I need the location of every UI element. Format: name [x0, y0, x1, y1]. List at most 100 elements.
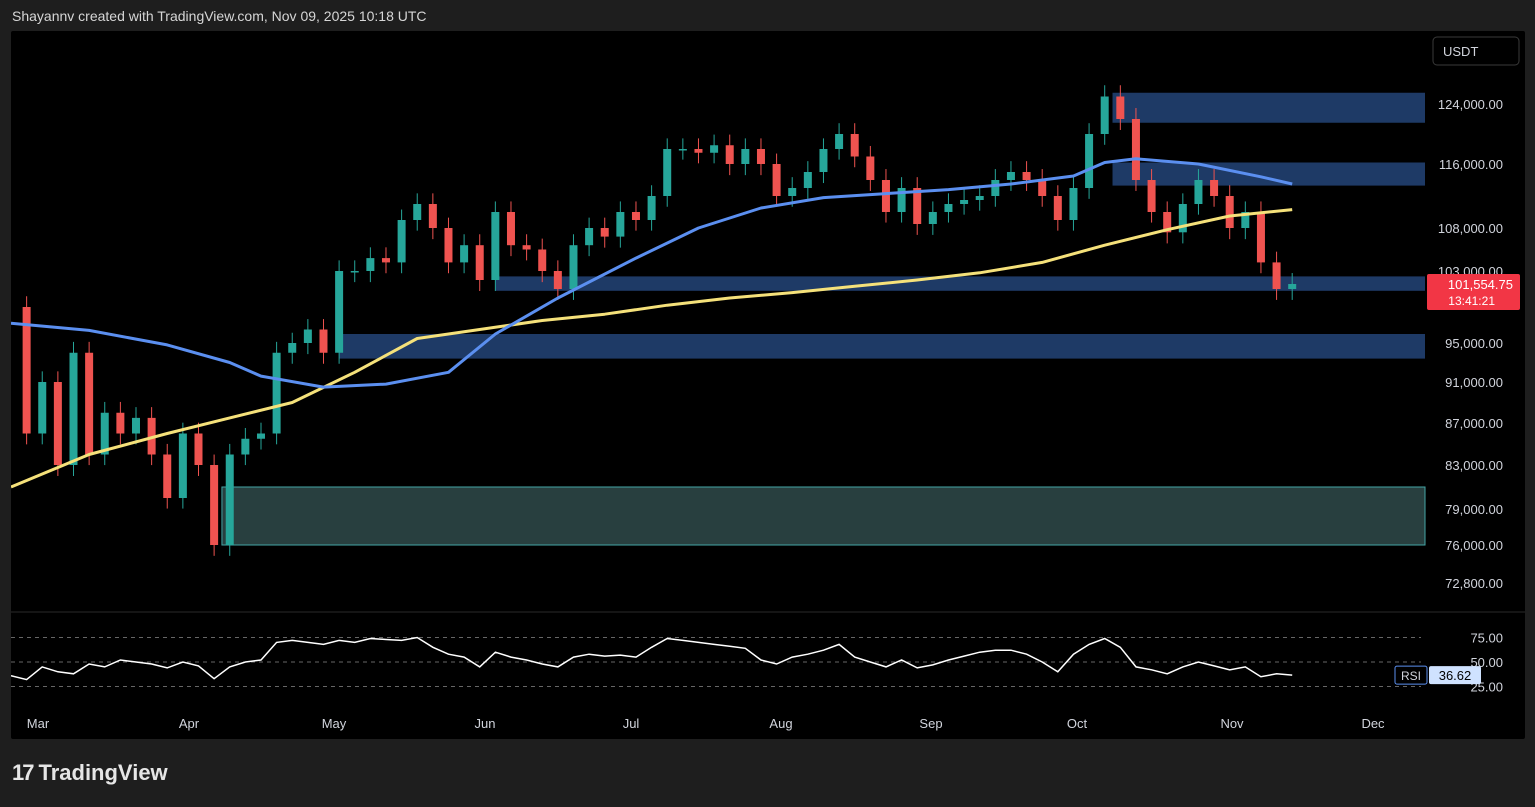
- candle: [366, 258, 375, 271]
- time-tick-label: Sep: [919, 716, 942, 731]
- candle: [241, 438, 250, 455]
- candle: [225, 454, 234, 545]
- candle: [210, 465, 219, 545]
- candle: [1256, 212, 1265, 263]
- candle: [694, 149, 703, 153]
- candle: [178, 433, 187, 498]
- candle: [975, 196, 984, 200]
- rsi-value: 36.62: [1439, 668, 1472, 683]
- candle: [397, 220, 406, 263]
- candle: [1272, 262, 1281, 289]
- candle: [22, 307, 31, 434]
- candle: [897, 188, 906, 212]
- price-tick-label: 76,000.00: [1445, 538, 1503, 553]
- candle: [1178, 204, 1187, 233]
- candle: [116, 412, 125, 434]
- candle: [413, 204, 422, 220]
- candle: [475, 245, 484, 280]
- candle: [1210, 180, 1219, 196]
- time-tick-label: Dec: [1361, 716, 1385, 731]
- time-tick-label: Mar: [27, 716, 50, 731]
- candle: [725, 145, 734, 164]
- price-tick-label: 87,000.00: [1445, 416, 1503, 431]
- candle: [663, 149, 672, 196]
- price-tick-label: 72,800.00: [1445, 576, 1503, 591]
- candle: [1053, 196, 1062, 220]
- candle: [835, 134, 844, 149]
- chart-panel[interactable]: 124,000.00 116,000.00 108,000.00 103,000.00…: [11, 31, 1525, 739]
- zone-5: [221, 486, 1426, 546]
- chart-attribution: Shayannv created with TradingView.com, N…: [12, 8, 427, 24]
- candle: [522, 245, 531, 250]
- last-price-box: [1427, 274, 1520, 310]
- candle: [69, 352, 78, 465]
- price-tick-label: 91,000.00: [1445, 375, 1503, 390]
- candle: [1038, 180, 1047, 196]
- candle: [350, 271, 359, 273]
- candle: [491, 212, 500, 280]
- candle: [819, 149, 828, 172]
- candle: [335, 271, 344, 353]
- price-tick-label: 116,000.00: [1439, 157, 1503, 172]
- candle: [803, 172, 812, 188]
- candle: [928, 212, 937, 224]
- candle: [913, 188, 922, 224]
- candle: [1194, 180, 1203, 204]
- candle: [616, 212, 625, 237]
- candle: [1100, 96, 1109, 134]
- tradingview-logo-icon: 17: [12, 760, 35, 785]
- candle: [38, 382, 47, 434]
- zone-2: [1112, 162, 1425, 186]
- price-tick-label: 108,000.00: [1438, 221, 1503, 236]
- price-tick-label: 79,000.00: [1445, 502, 1503, 517]
- candle: [960, 200, 969, 204]
- candle: [1116, 96, 1125, 119]
- candle: [772, 164, 781, 196]
- price-tick-label: 124,000.00: [1438, 97, 1503, 112]
- time-tick-label: Oct: [1067, 716, 1088, 731]
- candle: [194, 433, 203, 465]
- time-tick-label: Apr: [179, 716, 200, 731]
- zone-1: [1112, 92, 1425, 123]
- candle: [1006, 172, 1015, 180]
- candle: [1241, 212, 1250, 228]
- rsi-name-badge: [1394, 665, 1428, 685]
- tradingview-logo[interactable]: 17 TradingView: [12, 760, 168, 786]
- time-tick-label: Jul: [623, 716, 640, 731]
- currency-box: [1432, 36, 1520, 66]
- candle: [850, 134, 859, 157]
- price-chart[interactable]: 124,000.00116,000.00108,000.00103,000.00…: [11, 31, 1525, 739]
- candle: [163, 454, 172, 498]
- tradingview-logo-text: TradingView: [38, 760, 168, 785]
- candle: [741, 149, 750, 164]
- candle: [288, 343, 297, 353]
- zone-3: [495, 276, 1425, 291]
- candle: [444, 228, 453, 263]
- candle: [944, 204, 953, 212]
- candle: [1147, 180, 1156, 212]
- price-tick-label: 83,000.00: [1445, 458, 1503, 473]
- candle: [319, 329, 328, 353]
- rsi-level-label: 75.00: [1470, 631, 1503, 646]
- currency-label: USDT: [1443, 44, 1478, 59]
- ma-yellow-line: [11, 208, 1293, 489]
- ma-blue-line: [11, 157, 1293, 389]
- rsi-line: [11, 636, 1293, 681]
- candle: [866, 156, 875, 180]
- candle: [506, 212, 515, 246]
- candle: [881, 180, 890, 212]
- candle: [1225, 196, 1234, 228]
- candle: [1022, 172, 1031, 180]
- candle: [631, 212, 640, 220]
- candle: [1085, 134, 1094, 188]
- time-tick-label: Nov: [1220, 716, 1244, 731]
- candle: [647, 196, 656, 220]
- time-tick-label: Aug: [769, 716, 792, 731]
- zone-4: [339, 334, 1426, 359]
- time-tick-label: May: [322, 716, 347, 731]
- candle: [460, 245, 469, 263]
- candle: [1163, 212, 1172, 233]
- time-tick-label: Jun: [475, 716, 496, 731]
- candle: [756, 149, 765, 164]
- price-tick-label: 95,000.00: [1445, 336, 1503, 351]
